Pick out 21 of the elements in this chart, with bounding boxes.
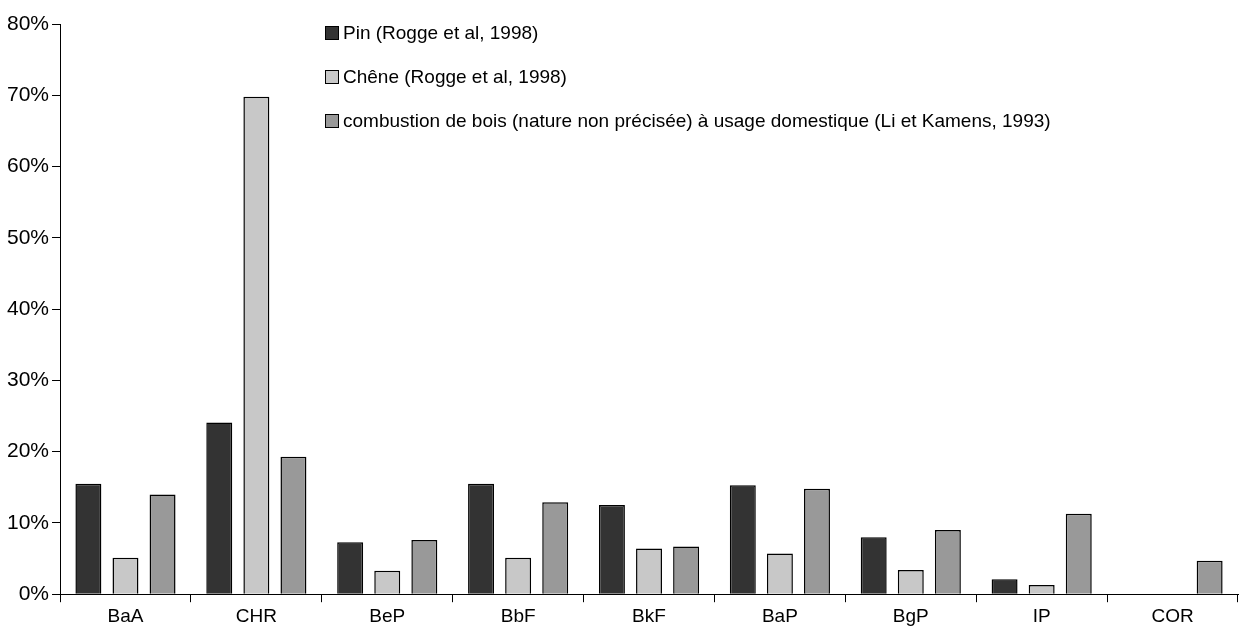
- y-tick-label: 70%: [7, 82, 50, 106]
- y-tick-label: 40%: [7, 295, 50, 319]
- legend-label: Pin (Rogge et al, 1998): [343, 22, 539, 44]
- x-tick-label: BeP: [369, 604, 406, 626]
- legend-label: combustion de bois (nature non précisée) à usage domestique (Li et Kamens, 1993): [343, 110, 1051, 132]
- y-tick-label: 50%: [7, 224, 50, 248]
- x-tick-label: BaA: [107, 604, 144, 626]
- x-tick-label: COR: [1151, 604, 1194, 626]
- x-tick-label: BaP: [761, 604, 798, 626]
- x-tick-label: BkF: [632, 604, 666, 626]
- y-tick-label: 20%: [7, 438, 50, 462]
- x-tick-label: BbF: [500, 604, 536, 626]
- y-tick-label: 80%: [7, 10, 50, 34]
- y-tick-label: 10%: [7, 509, 50, 533]
- y-tick-label: 60%: [7, 153, 50, 177]
- y-tick-label: 0%: [18, 581, 50, 604]
- legend-label: Chêne (Rogge et al, 1998): [343, 66, 567, 88]
- y-tick-label: 30%: [7, 367, 50, 391]
- x-tick-label: IP: [1032, 604, 1051, 626]
- x-tick-label: BgP: [892, 604, 929, 626]
- x-tick-label: CHR: [235, 604, 277, 626]
